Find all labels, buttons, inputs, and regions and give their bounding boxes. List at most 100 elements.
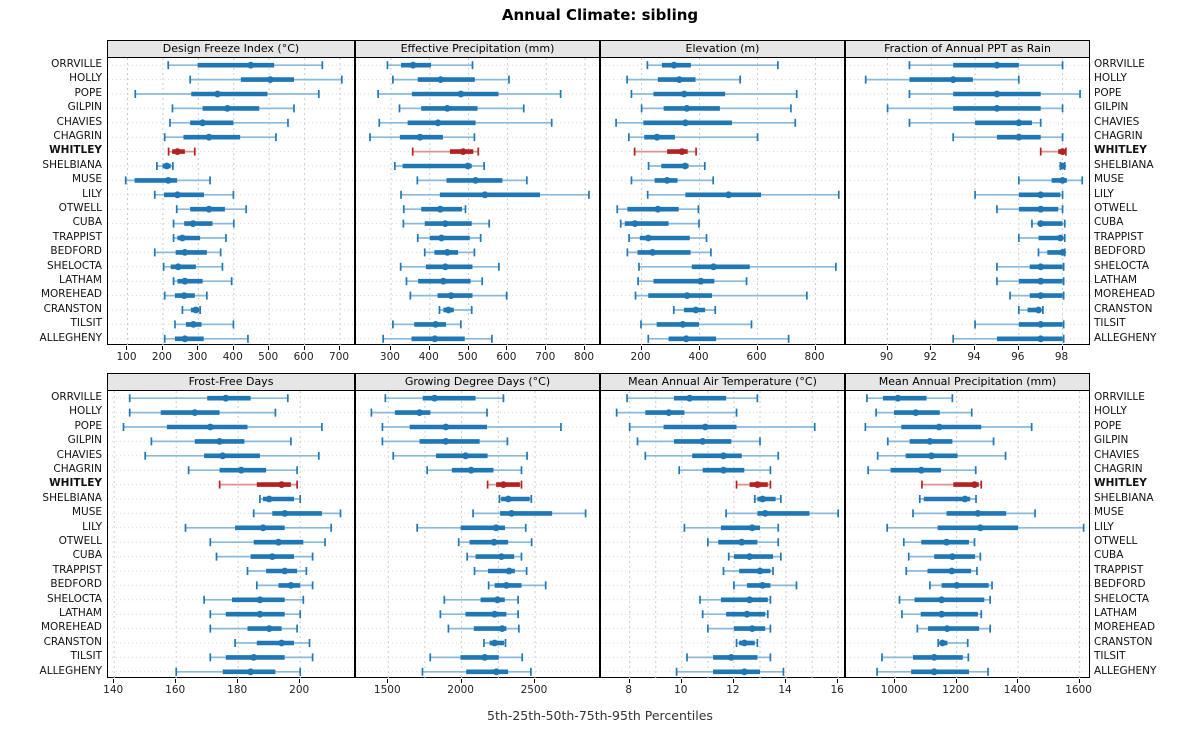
median-dot [439,277,447,285]
site-label-left: LILY [82,520,102,533]
median-dot [216,438,223,445]
median-dot [949,76,957,83]
percentile-row-latham [108,610,356,619]
chart-title: Annual Climate: sibling [501,6,699,24]
percentile-row-chavies [108,118,356,127]
percentile-row-cranston [356,639,601,647]
median-dot [743,610,751,618]
site-label-right: CUBA [1094,216,1124,229]
site-label-left: LATHAM [58,607,102,619]
site-label-right: SHELOCTA [1094,592,1150,605]
axis-tick [268,346,270,350]
percentile-row-gilpin [601,437,846,446]
site-label-left: GILPIN [67,101,102,114]
site-label-right: SHELBIANA [1094,158,1154,171]
percentile-row-muse [356,509,601,518]
panel-canvas [108,58,356,346]
median-dot [912,409,920,416]
site-label-left: SHELBIANA [42,491,102,504]
median-dot [761,510,769,517]
median-dot [740,639,748,647]
median-dot [928,452,935,460]
median-dot [443,105,451,112]
median-dot [993,105,1001,112]
site-label-left: SHELOCTA [46,259,102,272]
percentile-row-otwell [601,538,846,547]
percentile-row-otwell [846,538,1091,547]
median-dot [287,582,295,589]
site-label-left: BEDFORD [50,245,102,258]
percentile-row-cranston [846,306,1091,314]
site-label-left: OTWELL [58,202,102,214]
site-label-right: SHELOCTA [1094,259,1150,272]
panel-canvas [356,391,601,679]
median-dot [497,553,505,560]
percentile-row-allegheny [846,667,1091,676]
percentile-row-whitley [601,147,846,156]
site-label-right: CRANSTON [1094,302,1153,315]
median-dot [481,654,489,661]
site-label-left: MUSE [71,506,102,519]
site-label-right: TILSIT [1094,650,1126,663]
median-dot [1037,191,1045,199]
median-dot [491,639,499,647]
median-dot [206,423,214,431]
median-dot [746,596,753,604]
percentile-row-shelbiana [846,162,1091,170]
percentile-row-orrville [846,61,1091,70]
percentile-row-cranston [601,639,846,647]
site-label-right: TRAPPIST [1094,230,1144,243]
axis-tick [1078,679,1080,683]
axis-tick [175,679,177,683]
panel-plot [845,57,1091,346]
percentile-row-gilpin [601,104,846,113]
median-dot [432,321,439,328]
percentile-row-bedford [356,248,601,257]
axis-tick [732,679,734,683]
site-label-right: WHITLEY [1094,144,1147,157]
percentile-row-bedford [846,581,1091,590]
median-dot [678,148,686,155]
median-dot [180,292,188,299]
median-dot [759,495,766,503]
median-dot [953,582,961,589]
median-dot [681,119,689,127]
percentile-row-shelbiana [601,495,846,503]
percentile-row-latham [356,610,601,619]
median-dot [1015,133,1023,141]
percentile-row-chagrin [108,466,356,475]
percentile-row-shelocta [356,595,601,604]
percentile-row-cranston [601,306,846,314]
site-label-right: CHAGRIN [1094,130,1143,142]
median-dot [971,481,978,488]
median-dot [219,452,227,460]
median-dot [681,162,689,170]
percentile-row-shelbiana [108,495,356,503]
percentile-row-shelbiana [846,495,1091,503]
percentile-row-chavies [846,118,1091,127]
axis-tick-label: 2500 [520,684,548,696]
median-dot [938,596,946,604]
median-dot [686,394,694,402]
percentile-row-chavies [846,451,1091,460]
percentile-row-chagrin [356,133,601,142]
axis-tick [837,679,839,683]
axis-tick [584,346,586,350]
percentile-row-trappist [108,567,356,575]
percentile-row-morehead [601,291,846,300]
percentile-row-gilpin [356,437,601,446]
site-label-left: POPE [74,419,102,432]
site-label-left: CHAVIES [56,115,102,128]
axis-tick-label: 12 [726,684,740,696]
percentile-row-latham [601,277,846,286]
percentile-row-chavies [601,118,846,127]
site-label-left: HOLLY [69,405,102,418]
percentile-row-muse [356,176,601,185]
percentile-row-whitley [108,480,356,489]
percentile-row-lily [601,523,846,532]
median-dot [199,119,206,127]
percentile-row-shelocta [846,262,1091,271]
median-dot [697,277,705,285]
median-dot [938,610,946,618]
